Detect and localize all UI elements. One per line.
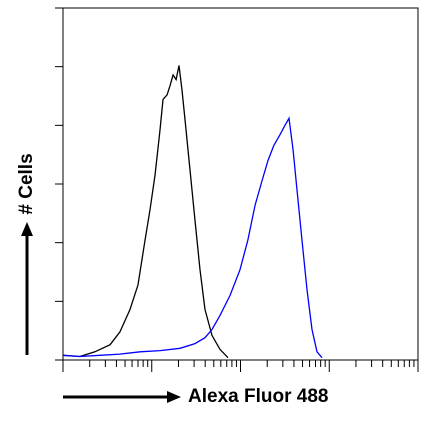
x-axis-label: Alexa Fluor 488	[188, 386, 328, 407]
y-axis-label: # Cells	[16, 153, 37, 214]
histogram-line	[62, 65, 229, 359]
histogram-line	[62, 116, 323, 359]
plot-frame	[62, 7, 419, 361]
x-arrow-head	[167, 391, 181, 403]
y-arrow-head	[21, 222, 33, 236]
